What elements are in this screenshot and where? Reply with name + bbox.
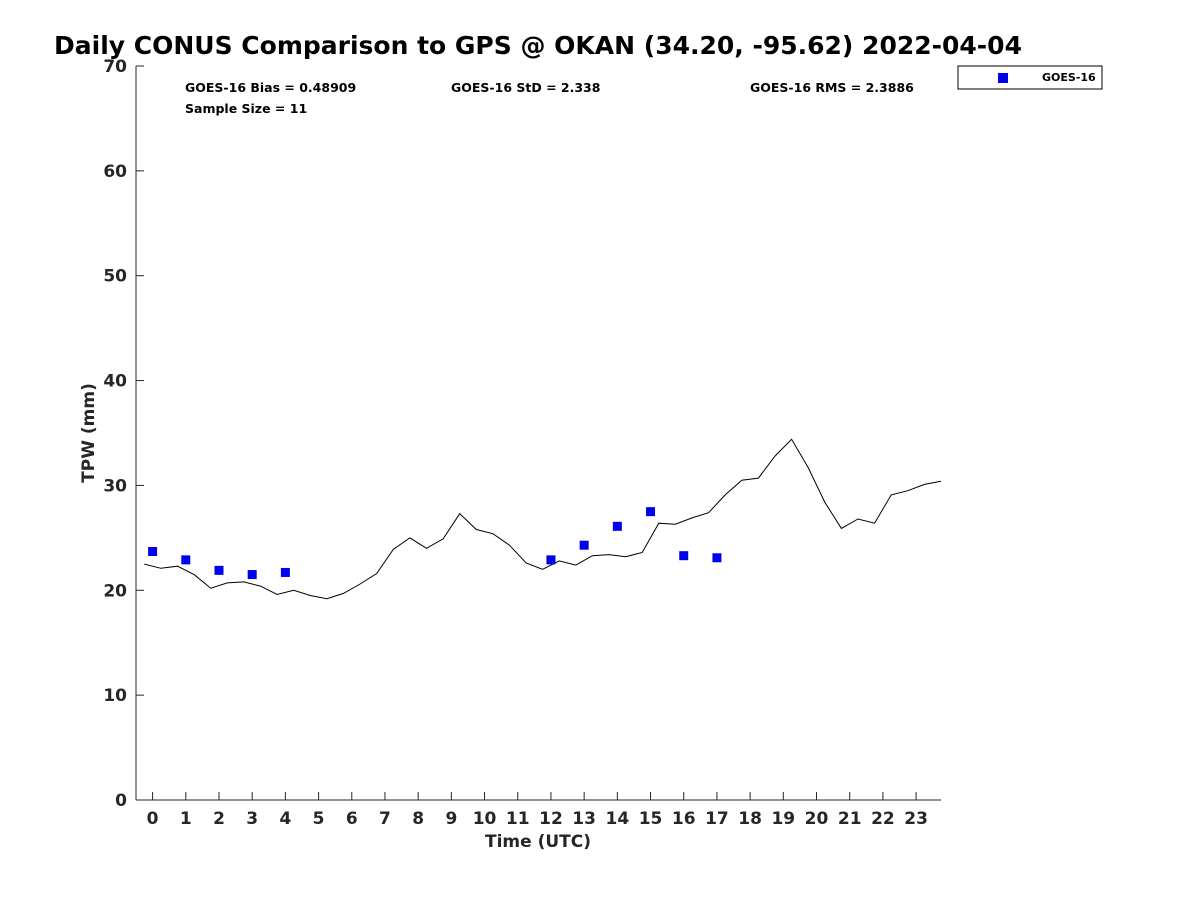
- x-tick-label: 13: [572, 809, 596, 829]
- stat-bias: GOES-16 Bias = 0.48909: [185, 80, 356, 95]
- gps-tpw-line: [144, 438, 942, 600]
- x-tick-label: 4: [279, 809, 291, 829]
- goes16-point: [181, 555, 191, 565]
- x-tick-label: 20: [805, 809, 829, 829]
- x-tick-label: 18: [738, 809, 762, 829]
- legend: GOES-16: [957, 65, 1103, 90]
- x-tick-label: 5: [313, 809, 325, 829]
- x-tick-label: 8: [412, 809, 424, 829]
- x-tick-label: 22: [871, 809, 895, 829]
- y-tick-label: 30: [103, 476, 127, 496]
- goes16-point: [546, 555, 556, 565]
- stat-sample-size: Sample Size = 11: [185, 101, 307, 116]
- chart-title: Daily CONUS Comparison to GPS @ OKAN (34…: [54, 31, 1022, 60]
- stat-rms: GOES-16 RMS = 2.3886: [750, 80, 914, 95]
- legend-box: [957, 65, 1103, 90]
- y-tick-label: 20: [103, 581, 127, 601]
- legend-label-goes16: GOES-16: [1042, 71, 1096, 84]
- x-tick-label: 6: [346, 809, 358, 829]
- goes16-point: [280, 567, 290, 577]
- goes16-point: [579, 540, 589, 550]
- goes16-point: [214, 565, 224, 575]
- x-tick-label: 21: [838, 809, 862, 829]
- y-tick-label: 0: [115, 791, 127, 811]
- x-tick-label: 19: [771, 809, 795, 829]
- legend-marker-goes16: [998, 73, 1008, 83]
- x-tick-label: 15: [639, 809, 663, 829]
- y-tick-label: 70: [103, 57, 127, 77]
- x-tick-label: 17: [705, 809, 729, 829]
- y-axis-label: TPW (mm): [79, 383, 99, 483]
- x-tick-label: 7: [379, 809, 391, 829]
- y-tick-label: 10: [103, 686, 127, 706]
- goes16-point: [247, 570, 257, 580]
- x-tick-label: 10: [473, 809, 497, 829]
- x-tick-label: 16: [672, 809, 696, 829]
- goes16-point: [148, 546, 158, 556]
- goes16-point: [612, 521, 622, 531]
- x-tick-label: 12: [539, 809, 563, 829]
- x-tick-label: 23: [904, 809, 928, 829]
- y-tick-label: 60: [103, 162, 127, 182]
- x-tick-label: 2: [213, 809, 225, 829]
- x-axis-label: Time (UTC): [485, 832, 591, 852]
- x-tick-label: 14: [606, 809, 630, 829]
- x-tick-label: 3: [246, 809, 258, 829]
- goes16-point: [712, 553, 722, 563]
- goes16-point: [679, 551, 689, 561]
- x-tick-label: 1: [180, 809, 192, 829]
- y-tick-label: 50: [103, 267, 127, 287]
- x-tick-label: 0: [147, 809, 159, 829]
- x-tick-label: 11: [506, 809, 530, 829]
- y-tick-label: 40: [103, 372, 127, 392]
- goes16-point: [646, 507, 656, 517]
- x-tick-label: 9: [445, 809, 457, 829]
- stat-std: GOES-16 StD = 2.338: [451, 80, 600, 95]
